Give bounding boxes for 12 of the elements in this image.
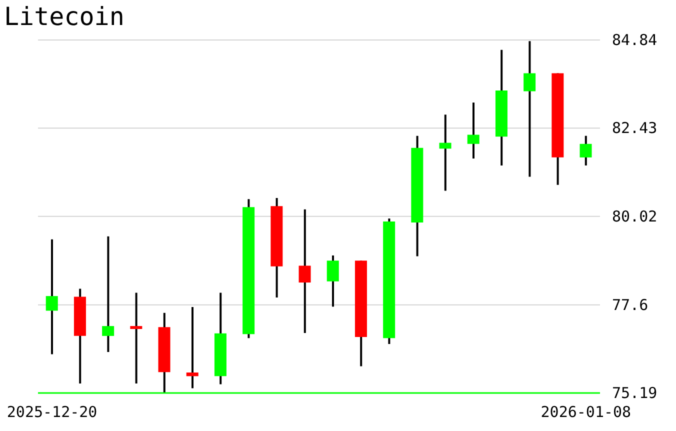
candlestick <box>439 114 452 191</box>
y-tick-label: 75.19 <box>612 384 658 402</box>
candlestick <box>130 292 142 384</box>
y-tick-label: 82.43 <box>612 119 658 138</box>
x-tick-label: 2026-01-08 <box>540 403 632 421</box>
y-tick-label: 77.6 <box>612 296 648 314</box>
x-tick-label: 2025-12-20 <box>6 403 98 421</box>
y-tick-label: 80.02 <box>612 207 658 226</box>
candlestick <box>186 307 198 388</box>
candlestick <box>102 236 114 352</box>
chart-title: Litecoin <box>4 2 124 31</box>
y-tick-label: 84.84 <box>612 31 658 49</box>
